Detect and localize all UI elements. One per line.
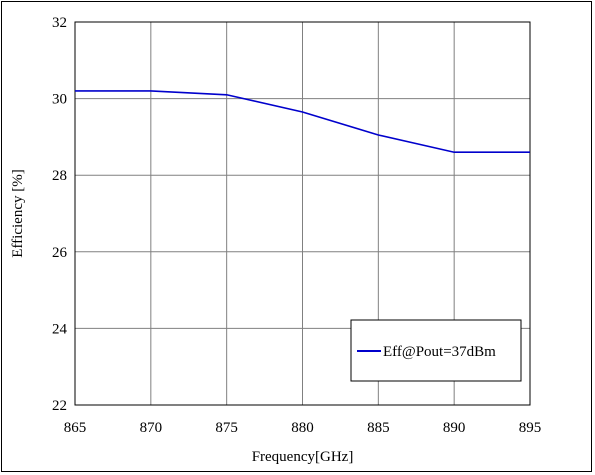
x-axis-title: Frequency[GHz]	[252, 449, 354, 465]
y-tick-labels: 22 24 26 28 30 32	[52, 15, 68, 414]
x-tick-label: 895	[519, 420, 542, 436]
y-tick-label: 28	[52, 168, 67, 184]
x-tick-labels: 865 870 875 880 885 890 895	[64, 420, 542, 436]
x-tick-label: 880	[291, 420, 314, 436]
x-tick-label: 885	[367, 420, 390, 436]
legend: Eff@Pout=37dBm	[350, 319, 522, 382]
y-axis-title: Efficiency [%]	[10, 169, 26, 257]
series-lines	[75, 90, 530, 154]
x-tick-label: 875	[215, 420, 238, 436]
x-tick-label: 865	[64, 420, 87, 436]
y-tick-label: 32	[52, 15, 67, 31]
y-tick-label: 24	[52, 321, 68, 337]
y-tick-label: 26	[52, 245, 68, 261]
legend-label: Eff@Pout=37dBm	[383, 344, 496, 360]
series-line	[75, 90, 530, 154]
y-tick-label: 30	[52, 92, 67, 108]
x-tick-label: 870	[140, 420, 163, 436]
y-tick-label: 22	[52, 398, 67, 414]
x-tick-label: 890	[443, 420, 466, 436]
plot-area	[74, 21, 531, 406]
